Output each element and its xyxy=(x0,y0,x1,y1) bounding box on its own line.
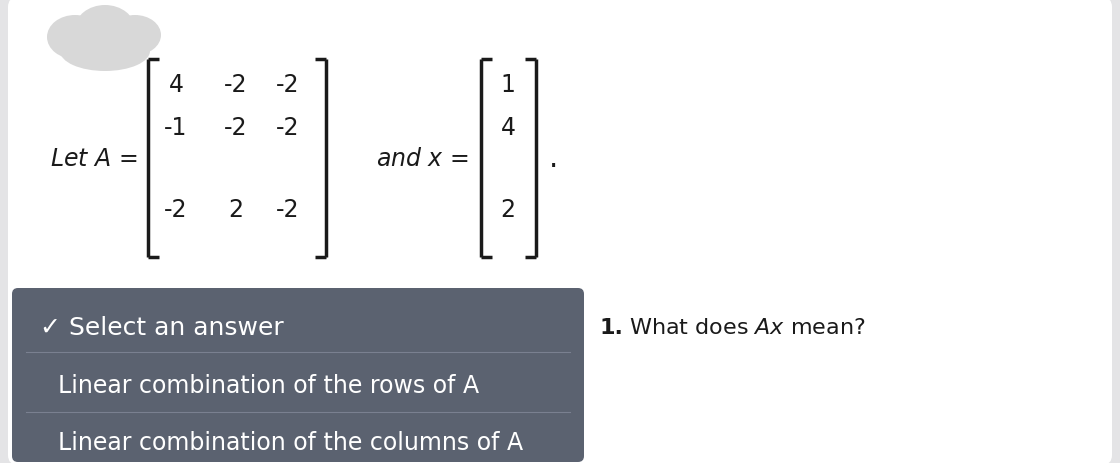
Text: -2: -2 xyxy=(224,116,248,140)
Text: -2: -2 xyxy=(277,116,300,140)
Text: -2: -2 xyxy=(277,198,300,221)
Ellipse shape xyxy=(60,32,150,72)
Ellipse shape xyxy=(75,6,136,54)
Text: Linear combination of the rows of A: Linear combination of the rows of A xyxy=(58,373,479,397)
Text: 4: 4 xyxy=(168,73,184,97)
Text: -1: -1 xyxy=(165,116,188,140)
Ellipse shape xyxy=(47,16,103,60)
Text: 4: 4 xyxy=(501,116,515,140)
Text: .: . xyxy=(549,144,558,173)
Text: ✓ Select an answer: ✓ Select an answer xyxy=(40,315,283,339)
Text: 2: 2 xyxy=(228,198,243,221)
Text: 1: 1 xyxy=(501,73,515,97)
FancyBboxPatch shape xyxy=(12,288,584,462)
Text: Let $A$ =: Let $A$ = xyxy=(50,147,138,171)
Text: -2: -2 xyxy=(277,73,300,97)
Text: -2: -2 xyxy=(165,198,188,221)
Text: 2: 2 xyxy=(501,198,515,221)
FancyBboxPatch shape xyxy=(8,0,1112,463)
Text: and $x$ =: and $x$ = xyxy=(376,147,469,171)
Text: Linear combination of the columns of A: Linear combination of the columns of A xyxy=(58,430,523,454)
Text: What does $Ax$ mean?: What does $Ax$ mean? xyxy=(622,317,866,337)
Text: 1.: 1. xyxy=(600,317,624,337)
Ellipse shape xyxy=(109,16,161,56)
Text: -2: -2 xyxy=(224,73,248,97)
